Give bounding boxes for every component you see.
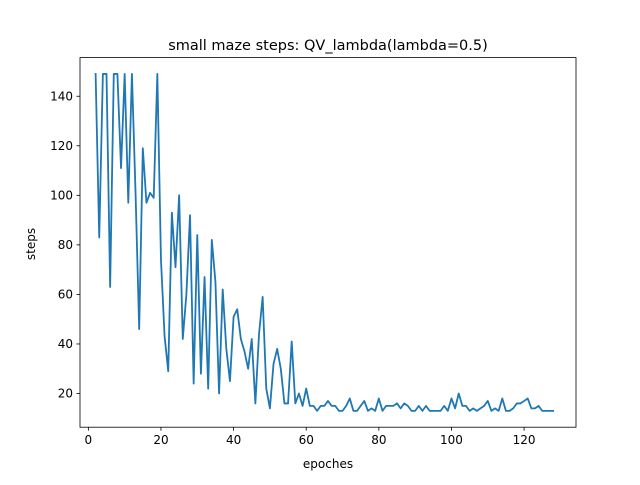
x-tick-label: 60 <box>299 433 314 447</box>
x-axis-label: epoches <box>303 457 353 471</box>
x-tick-label: 0 <box>85 433 93 447</box>
x-axis-ticks: 0 20 40 60 80 100 120 <box>85 427 536 447</box>
y-tick-label: 140 <box>50 89 73 103</box>
y-tick-label: 80 <box>58 238 73 252</box>
y-tick-label: 20 <box>58 387 73 401</box>
y-tick-label: 120 <box>50 139 73 153</box>
y-tick-label: 40 <box>58 337 73 351</box>
plot-area <box>94 73 555 412</box>
y-axis-ticks: 20 40 60 80 100 120 140 <box>50 89 80 401</box>
series-line-0 <box>94 73 555 412</box>
y-tick-label: 60 <box>58 288 73 302</box>
y-tick-label: 100 <box>50 189 73 203</box>
x-tick-label: 100 <box>440 433 463 447</box>
chart-title: small maze steps: QV_lambda(lambda=0.5) <box>168 38 488 54</box>
y-axis-label: steps <box>24 228 38 260</box>
x-tick-label: 120 <box>513 433 536 447</box>
axes-frame <box>79 57 577 428</box>
x-tick-label: 80 <box>371 433 386 447</box>
x-tick-label: 20 <box>153 433 168 447</box>
x-tick-label: 40 <box>226 433 241 447</box>
